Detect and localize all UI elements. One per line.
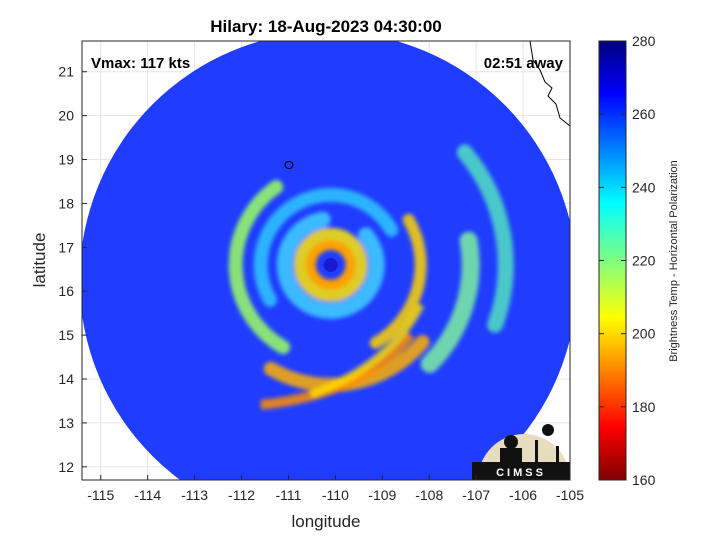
colorbar-tick-label: 260 <box>632 106 656 122</box>
y-tick-label: 20 <box>58 108 74 124</box>
colorbar-tick-label: 220 <box>632 253 656 269</box>
rainband <box>253 188 399 307</box>
colorbar-tick-label: 160 <box>632 472 656 488</box>
x-tick-label: -112 <box>228 487 255 503</box>
x-tick-label: -105 <box>556 487 584 503</box>
axes-box <box>81 40 571 481</box>
y-tick-label: 21 <box>58 64 74 80</box>
y-tick-label: 19 <box>58 152 74 168</box>
time-offset-annotation: 02:51 away <box>484 55 564 72</box>
coastline <box>529 41 570 127</box>
x-tick-label: -114 <box>134 487 161 503</box>
chart-title: Hilary: 18-Aug-2023 04:30:00 <box>210 17 442 36</box>
y-tick-label: 14 <box>58 371 74 387</box>
colorbar-tick-label: 280 <box>632 33 656 49</box>
colorbar-tick-label: 180 <box>632 399 656 415</box>
x-tick-label: -106 <box>509 487 537 503</box>
colorbar: 160 180 200 220 240 260 280 Brightness Temp - … <box>598 33 680 488</box>
brightness-temp-swath <box>82 41 570 480</box>
rainband <box>369 213 427 349</box>
y-tick-label: 18 <box>58 195 74 211</box>
colorbar-tick-label: 200 <box>632 326 656 342</box>
colorbar-tick-label: 240 <box>632 179 656 195</box>
x-axis-label: longitude <box>291 512 360 531</box>
rainband <box>260 331 415 410</box>
cimss-logo-text: CIMSS <box>496 467 546 479</box>
x-tick-label: -113 <box>181 487 208 503</box>
y-tick-label: 13 <box>58 415 74 431</box>
x-tick-label: -115 <box>87 487 114 503</box>
y-tick-label: 15 <box>58 327 74 343</box>
x-tick-label: -107 <box>462 487 490 503</box>
y-axis: 12 13 14 15 16 17 18 19 20 21 <box>58 64 87 475</box>
rainband <box>228 180 291 355</box>
island-outline <box>284 161 294 169</box>
rainband <box>309 303 425 399</box>
rainband <box>293 227 368 302</box>
y-tick-label: 16 <box>58 283 74 299</box>
x-tick-label: -109 <box>368 487 396 503</box>
vmax-annotation: Vmax: 117 kts <box>91 55 190 72</box>
rainband <box>276 211 385 319</box>
colorbar-label: Brightness Temp - Horizontal Polarizatio… <box>668 160 680 362</box>
y-tick-label: 17 <box>58 239 74 255</box>
x-tick-label: -108 <box>415 487 443 503</box>
rainband <box>305 239 356 290</box>
x-tick-label: -111 <box>275 487 301 503</box>
x-tick-label: -110 <box>322 487 349 503</box>
storm-eye <box>323 257 338 272</box>
y-tick-label: 12 <box>58 459 74 475</box>
rainband <box>420 231 480 373</box>
y-axis-label: latitude <box>30 233 49 288</box>
rainband <box>456 144 514 333</box>
x-axis: -115 -114 -113 -112 -111 -110 -109 -108 -107 -106… <box>87 475 584 503</box>
cimss-logo: CIMSS <box>472 424 570 480</box>
